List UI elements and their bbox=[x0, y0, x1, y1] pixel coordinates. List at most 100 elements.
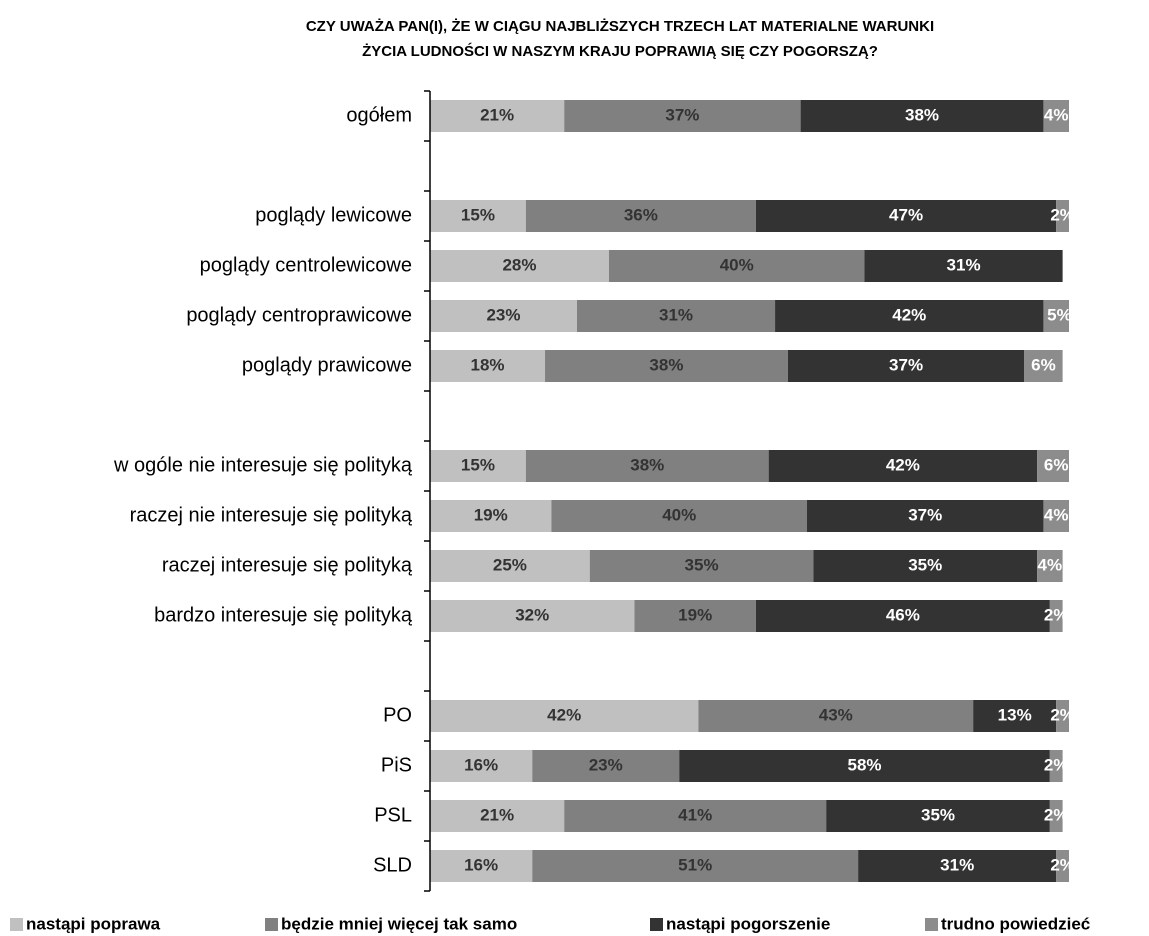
value-label: 41% bbox=[678, 805, 712, 824]
legend-label: nastąpi poprawa bbox=[26, 914, 161, 933]
bar-segment bbox=[634, 600, 756, 632]
legend-label: będzie mniej więcej tak samo bbox=[281, 914, 517, 933]
bar-segment bbox=[973, 700, 1057, 732]
bar-segment bbox=[589, 550, 814, 582]
legend-swatch bbox=[10, 918, 23, 931]
value-label: 37% bbox=[889, 355, 923, 374]
bar-segment bbox=[430, 850, 533, 882]
bar-segment bbox=[545, 350, 788, 382]
value-label: 40% bbox=[662, 505, 696, 524]
value-label: 42% bbox=[547, 705, 581, 724]
value-label: 32% bbox=[515, 605, 549, 624]
value-label: 4% bbox=[1044, 105, 1069, 124]
bar-segment bbox=[768, 450, 1038, 482]
value-label: 2% bbox=[1050, 705, 1075, 724]
value-label: 23% bbox=[486, 305, 520, 324]
bar-segment bbox=[551, 500, 808, 532]
value-label: 2% bbox=[1044, 805, 1069, 824]
value-label: 38% bbox=[630, 455, 664, 474]
bar-segment bbox=[813, 550, 1038, 582]
value-label: 28% bbox=[502, 255, 536, 274]
chart-title: ŻYCIA LUDNOŚCI W NASZYM KRAJU POPRAWIĄ S… bbox=[362, 42, 878, 60]
bar-segment bbox=[430, 800, 565, 832]
value-label: 40% bbox=[720, 255, 754, 274]
bar-segment bbox=[1056, 200, 1069, 232]
value-label: 21% bbox=[480, 805, 514, 824]
value-label: 38% bbox=[905, 105, 939, 124]
value-label: 51% bbox=[678, 855, 712, 874]
bar-segment bbox=[430, 100, 565, 132]
bar-segment bbox=[1049, 750, 1063, 782]
bar-segment bbox=[1037, 550, 1063, 582]
value-label: 42% bbox=[886, 455, 920, 474]
y-tick-label: poglądy lewicowe bbox=[255, 204, 412, 226]
value-label: 5% bbox=[1047, 305, 1072, 324]
value-label: 43% bbox=[819, 705, 853, 724]
value-label: 35% bbox=[921, 805, 955, 824]
bar-segment bbox=[1024, 350, 1063, 382]
value-label: 2% bbox=[1044, 755, 1069, 774]
bar-segment bbox=[775, 300, 1044, 332]
bar-segment bbox=[430, 200, 526, 232]
value-label: 19% bbox=[474, 505, 508, 524]
bar-segment bbox=[864, 250, 1063, 282]
value-label: 2% bbox=[1050, 205, 1075, 224]
chart-title: CZY UWAŻA PAN(I), ŻE W CIĄGU NAJBLIŻSZYC… bbox=[306, 18, 934, 35]
y-tick-label: w ogóle nie interesuje się polityką bbox=[113, 454, 413, 476]
value-label: 31% bbox=[659, 305, 693, 324]
value-label: 4% bbox=[1038, 555, 1063, 574]
value-label: 2% bbox=[1044, 605, 1069, 624]
value-label: 15% bbox=[461, 205, 495, 224]
value-label: 19% bbox=[678, 605, 712, 624]
y-tick-label: poglądy prawicowe bbox=[242, 354, 412, 376]
bar-segment bbox=[1043, 100, 1069, 132]
bar-segment bbox=[564, 100, 801, 132]
bar-segment bbox=[564, 800, 827, 832]
bar-segment bbox=[679, 750, 1050, 782]
bar-segment bbox=[1056, 850, 1069, 882]
value-label: 35% bbox=[908, 555, 942, 574]
value-label: 16% bbox=[464, 855, 498, 874]
bar-segment bbox=[1049, 600, 1063, 632]
bar-segment bbox=[525, 450, 769, 482]
value-label: 4% bbox=[1044, 505, 1069, 524]
bar-segment bbox=[430, 250, 609, 282]
value-label: 36% bbox=[624, 205, 658, 224]
value-label: 31% bbox=[947, 255, 981, 274]
bar-segment bbox=[532, 750, 680, 782]
value-label: 37% bbox=[908, 505, 942, 524]
value-label: 37% bbox=[665, 105, 699, 124]
bar-segment bbox=[826, 800, 1050, 832]
value-label: 6% bbox=[1031, 355, 1056, 374]
legend-swatch bbox=[650, 918, 663, 931]
y-tick-label: SLD bbox=[373, 854, 412, 876]
bar-segment bbox=[430, 500, 552, 532]
bar-segment bbox=[1056, 700, 1069, 732]
y-tick-label: poglądy centroprawicowe bbox=[186, 304, 412, 326]
bar-segment bbox=[525, 200, 756, 232]
bar-segment bbox=[532, 850, 859, 882]
y-tick-label: raczej nie interesuje się polityką bbox=[130, 504, 413, 526]
bar-segment bbox=[787, 350, 1025, 382]
bar-segment bbox=[430, 350, 546, 382]
bar-segment bbox=[858, 850, 1057, 882]
legend-swatch bbox=[925, 918, 938, 931]
legend-label: nastąpi pogorszenie bbox=[666, 914, 830, 933]
value-label: 2% bbox=[1050, 855, 1075, 874]
value-label: 46% bbox=[886, 605, 920, 624]
bar-segment bbox=[1043, 300, 1069, 332]
bar-segment bbox=[755, 200, 1057, 232]
value-label: 31% bbox=[940, 855, 974, 874]
value-label: 42% bbox=[892, 305, 926, 324]
y-tick-label: PO bbox=[383, 704, 412, 726]
value-label: 13% bbox=[998, 705, 1032, 724]
bar-segment bbox=[1043, 500, 1069, 532]
value-label: 25% bbox=[493, 555, 527, 574]
bar-segment bbox=[430, 450, 526, 482]
value-label: 15% bbox=[461, 455, 495, 474]
bar-segment bbox=[608, 250, 865, 282]
y-tick-label: PSL bbox=[374, 804, 412, 826]
bar-segment bbox=[807, 500, 1044, 532]
bar-segment bbox=[430, 750, 533, 782]
value-label: 35% bbox=[685, 555, 719, 574]
